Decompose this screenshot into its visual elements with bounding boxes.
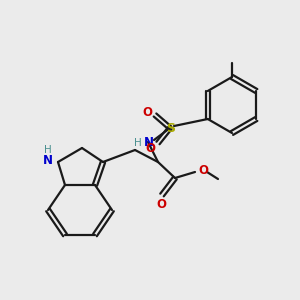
Text: H: H xyxy=(44,145,52,155)
Text: O: O xyxy=(145,142,155,155)
Text: O: O xyxy=(156,197,166,211)
Text: S: S xyxy=(167,122,176,136)
Text: H: H xyxy=(134,138,142,148)
Text: O: O xyxy=(142,106,152,119)
Text: O: O xyxy=(198,164,208,178)
Text: N: N xyxy=(144,136,154,149)
Text: N: N xyxy=(43,154,53,167)
